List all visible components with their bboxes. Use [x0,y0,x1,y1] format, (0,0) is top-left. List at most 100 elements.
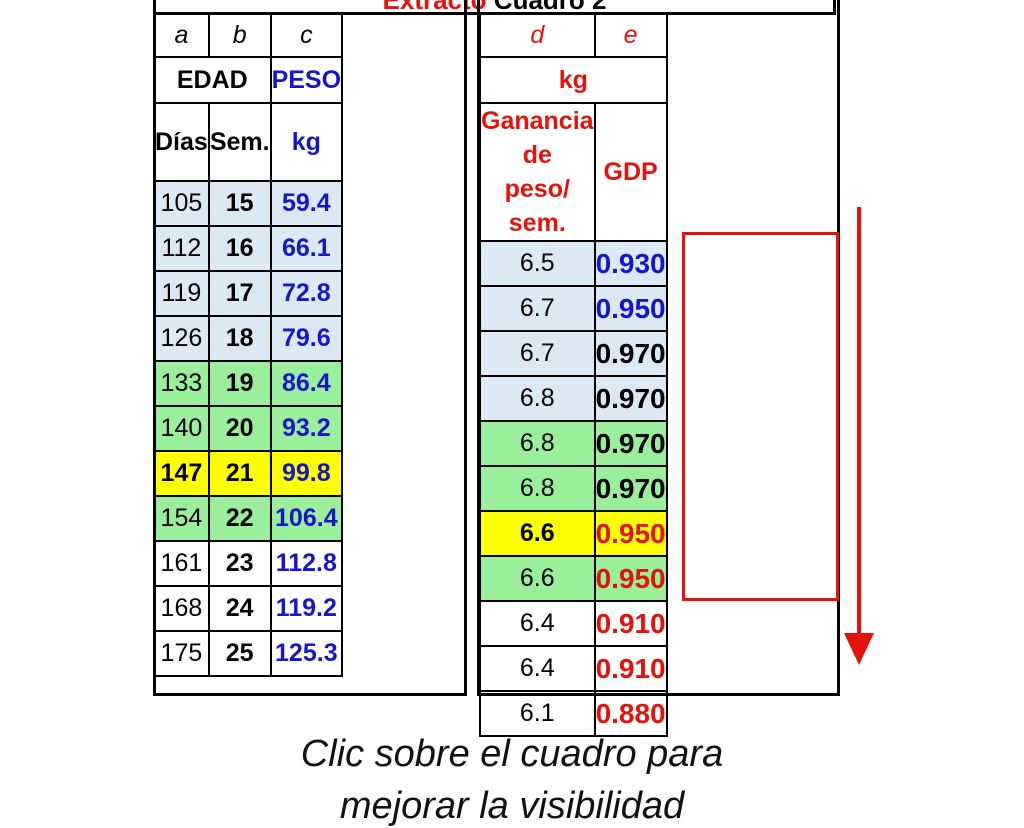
header-ganancia: Ganancia de peso/ sem. [479,102,596,242]
table-row: 6.1 0.880 [479,690,668,737]
cell-gdp: 0.910 [593,600,668,647]
cell-sem: 23 [207,540,272,587]
table-row: 6.8 0.970 [479,375,668,422]
cell-sem: 25 [207,630,272,677]
right-table: d e kg Ganancia de peso/ sem. GDP 6.5 0.9… [479,12,668,737]
label-a: a [153,12,210,58]
cell-peso: 59.4 [269,180,344,227]
table-row: 112 16 66.1 [153,225,344,272]
cell-gdp: 0.950 [593,285,668,332]
cell-gdp: 0.970 [593,375,668,422]
cell-sem: 22 [207,495,272,542]
table-row: 6.8 0.970 [479,420,668,467]
header-edad: EDAD [153,56,272,104]
down-arrow-icon [844,633,874,665]
cell-peso: 99.8 [269,450,344,497]
cell-dias: 168 [153,585,210,632]
table-row: 168 24 119.2 [153,585,344,632]
label-c: c [269,12,344,58]
table-row: 154 22 106.4 [153,495,344,542]
header-kg: kg [269,102,344,182]
cell-ganancia: 6.6 [479,510,596,557]
cell-gdp: 0.910 [593,645,668,692]
header-dias: Días [153,102,210,182]
cell-peso: 119.2 [269,585,344,632]
caption-line-2[interactable]: mejorar la visibilidad [339,785,685,827]
cell-sem: 18 [207,315,272,362]
cell-gdp: 0.970 [593,330,668,377]
cell-dias: 154 [153,495,210,542]
cell-peso: 86.4 [269,360,344,407]
header-kg-top: kg [479,56,668,104]
cell-sem: 17 [207,270,272,317]
cell-dias: 112 [153,225,210,272]
table-row: 175 25 125.3 [153,630,344,677]
cell-gdp: 0.950 [593,555,668,602]
cell-dias: 147 [153,450,210,497]
table-row: 126 18 79.6 [153,315,344,362]
table-row: 6.5 0.930 [479,240,668,287]
table-row: 6.4 0.910 [479,645,668,692]
cell-dias: 161 [153,540,210,587]
cell-ganancia: 6.5 [479,240,596,287]
cell-dias: 105 [153,180,210,227]
table-row: 133 19 86.4 [153,360,344,407]
cell-gdp: 0.930 [593,240,668,287]
label-b: b [207,12,272,58]
cell-peso: 106.4 [269,495,344,542]
cell-ganancia: 6.1 [479,690,596,737]
cell-ganancia: 6.8 [479,375,596,422]
cell-sem: 20 [207,405,272,452]
table-row: 140 20 93.2 [153,405,344,452]
table-row: 6.4 0.910 [479,600,668,647]
label-d: d [479,12,596,58]
header-peso: PESO [269,56,344,104]
cell-ganancia: 6.4 [479,645,596,692]
table-row: 105 15 59.4 [153,180,344,227]
title-part-extracto: Extracto [382,0,487,15]
cell-ganancia: 6.4 [479,600,596,647]
table-row: 6.8 0.970 [479,465,668,512]
cell-peso: 93.2 [269,405,344,452]
cell-peso: 112.8 [269,540,344,587]
cell-sem: 16 [207,225,272,272]
cell-dias: 175 [153,630,210,677]
cell-peso: 72.8 [269,270,344,317]
cell-ganancia: 6.6 [479,555,596,602]
cell-gdp: 0.880 [593,690,668,737]
cell-peso: 66.1 [269,225,344,272]
cell-peso: 79.6 [269,315,344,362]
cell-ganancia: 6.8 [479,465,596,512]
cell-ganancia: 6.8 [479,420,596,467]
table-row: 6.6 0.950 [479,510,668,557]
cell-gdp: 0.970 [593,420,668,467]
title-part-cuadro: Cuadro 2 [493,0,607,15]
cell-sem: 19 [207,360,272,407]
left-table: a b c EDAD PESO Días Sem. kg 105 15 59.4 11… [153,12,344,677]
highlight-box [682,232,839,601]
cell-dias: 126 [153,315,210,362]
cell-gdp: 0.970 [593,465,668,512]
table-row: 161 23 112.8 [153,540,344,587]
label-e: e [593,12,668,58]
cell-ganancia: 6.7 [479,285,596,332]
header-gdp: GDP [593,102,668,242]
header-ganancia-line1: Ganancia de [481,107,594,169]
cell-sem: 21 [207,450,272,497]
cell-dias: 133 [153,360,210,407]
caption-line-1[interactable]: Clic sobre el cuadro para [300,733,724,775]
table-row: 6.7 0.970 [479,330,668,377]
cell-gdp: 0.950 [593,510,668,557]
cell-ganancia: 6.7 [479,330,596,377]
cell-dias: 140 [153,405,210,452]
table-row: 6.7 0.950 [479,285,668,332]
cell-dias: 119 [153,270,210,317]
down-arrow-shaft [857,207,861,637]
header-ganancia-line2: peso/ sem. [504,175,570,237]
cell-sem: 24 [207,585,272,632]
table-row: 147 21 99.8 [153,450,344,497]
table-row: 6.6 0.950 [479,555,668,602]
cell-sem: 15 [207,180,272,227]
cell-peso: 125.3 [269,630,344,677]
header-sem: Sem. [207,102,272,182]
